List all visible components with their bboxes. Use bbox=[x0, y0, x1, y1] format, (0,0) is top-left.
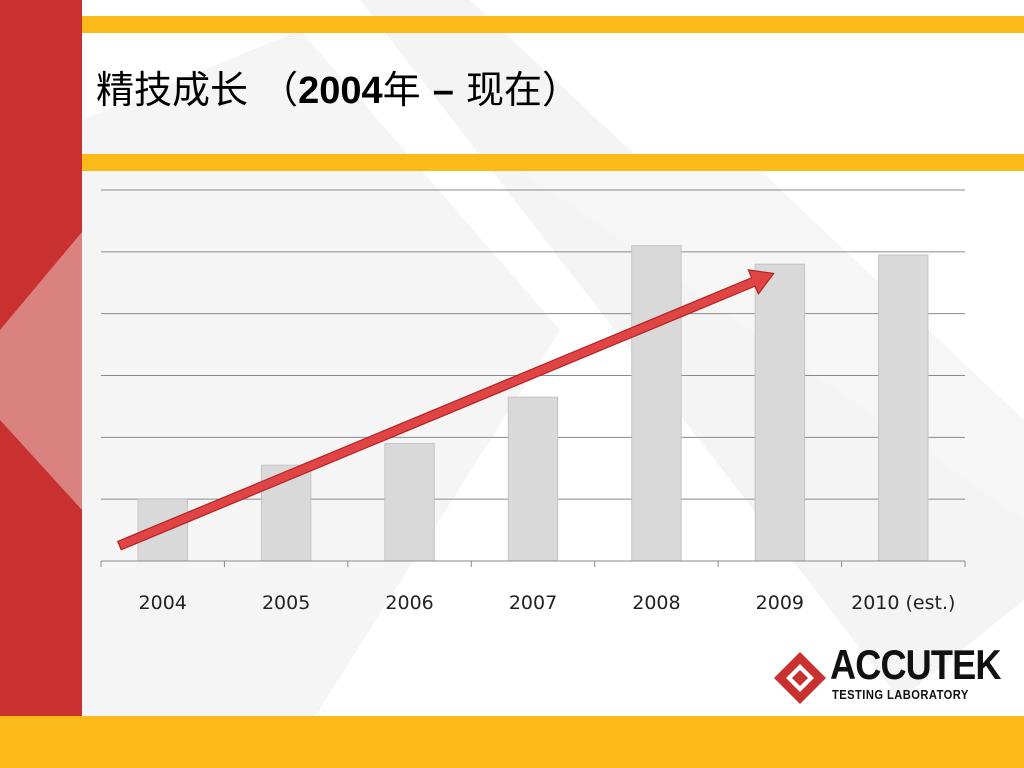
x-tick-label: 2008 bbox=[632, 592, 680, 614]
slide-title: 精技成长 （2004年 – 现在） bbox=[96, 68, 580, 113]
top-yellow-stripe bbox=[82, 16, 1024, 33]
left-chevron-shape bbox=[0, 232, 82, 510]
x-tick-label: 2005 bbox=[262, 592, 310, 614]
x-tick-label: 2006 bbox=[385, 592, 433, 614]
title-years: 2004 bbox=[298, 70, 383, 112]
title-suffix-b: 现在） bbox=[453, 68, 580, 112]
x-tick-label: 2009 bbox=[756, 592, 804, 614]
header-yellow-stripe bbox=[82, 154, 1024, 171]
trend-arrow bbox=[117, 269, 775, 551]
logo-name: ACCUTEK bbox=[830, 641, 1001, 688]
x-tick-label: 2007 bbox=[509, 592, 557, 614]
bar bbox=[754, 263, 806, 562]
bottom-yellow-band bbox=[0, 716, 1024, 768]
bar bbox=[631, 245, 682, 562]
logo-diamond-icon bbox=[774, 652, 826, 704]
logo-subtitle: TESTING LABORATORY bbox=[832, 687, 969, 702]
bar bbox=[507, 396, 559, 562]
accutek-logo: ACCUTEK TESTING LABORATORY bbox=[772, 644, 1002, 708]
title-suffix-a: 年 bbox=[382, 68, 433, 112]
title-dash: – bbox=[432, 70, 454, 112]
bar bbox=[878, 254, 929, 562]
title-prefix: 精技成长 （ bbox=[96, 68, 299, 112]
x-tick-label: 2010 (est.) bbox=[851, 592, 955, 614]
x-tick-label: 2004 bbox=[139, 592, 187, 614]
bar bbox=[384, 443, 435, 562]
